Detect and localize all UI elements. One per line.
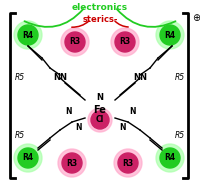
Circle shape [156,144,184,172]
Text: R5: R5 [15,130,25,139]
Text: N: N [75,122,81,132]
Circle shape [88,108,112,132]
Circle shape [160,148,180,168]
Circle shape [118,153,138,173]
Text: R5: R5 [15,74,25,83]
Text: N: N [119,122,125,132]
Text: N: N [65,108,71,116]
Circle shape [18,25,38,45]
Circle shape [91,111,109,129]
Circle shape [156,21,184,49]
Text: R4: R4 [22,153,34,163]
Circle shape [160,25,180,45]
Circle shape [61,28,89,56]
Text: N: N [129,108,135,116]
Text: R3: R3 [119,37,131,46]
Text: sterics-: sterics- [82,15,118,23]
Text: R3: R3 [66,159,78,167]
Text: R5: R5 [175,74,185,83]
Circle shape [58,149,86,177]
Text: Fe: Fe [94,105,106,115]
Text: N: N [96,94,104,102]
Circle shape [62,153,82,173]
Text: Cl: Cl [96,115,104,125]
Ellipse shape [87,81,113,98]
Circle shape [65,32,85,52]
Text: R4: R4 [22,30,34,40]
Text: electronics: electronics [72,2,128,12]
Text: R4: R4 [164,153,176,163]
Circle shape [14,21,42,49]
Circle shape [14,144,42,172]
Text: R3: R3 [122,159,134,167]
Text: ⊕: ⊕ [192,13,200,23]
Circle shape [115,32,135,52]
Text: R4: R4 [164,30,176,40]
Circle shape [114,149,142,177]
Text: NN: NN [133,74,147,83]
Text: NN: NN [53,74,67,83]
Text: R5: R5 [175,130,185,139]
Text: R3: R3 [69,37,81,46]
Circle shape [18,148,38,168]
Circle shape [111,28,139,56]
